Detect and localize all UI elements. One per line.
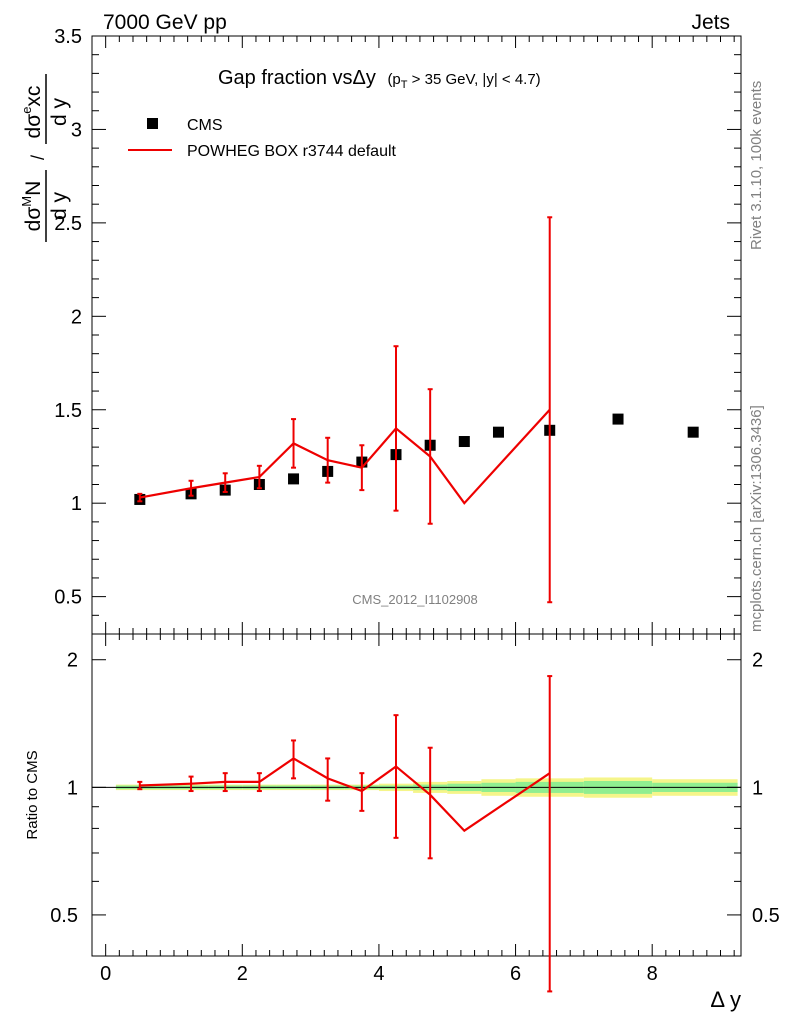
powheg-line: [139, 409, 551, 505]
cms-data-point: [492, 426, 504, 438]
y-tick-label: 2.5: [54, 213, 82, 235]
svg-text:d y: d y: [48, 191, 71, 220]
axis-ticks: 0 2 4 6 8 0.5 1 1.5 2 2.5 3 3.5 0.5 1 2 0.5 1 2: [50, 26, 780, 985]
legend-cms-label: CMS: [187, 117, 223, 134]
cms-data-point: [458, 436, 470, 448]
ratio-y-tick-label: 2: [67, 650, 78, 672]
ratio-y-tick-label-right: 0.5: [752, 905, 780, 927]
x-tick-label: 6: [510, 963, 521, 985]
svg-text:/: /: [28, 155, 48, 160]
ratio-y-axis-label: Ratio to CMS: [24, 750, 41, 839]
ratio-y-tick-label: 0.5: [50, 905, 78, 927]
mcplots-citation-label: mcplots.cern.ch [arXiv:1306.3436]: [748, 405, 765, 632]
x-axis-label: Δ y: [710, 987, 741, 1012]
y-tick-label: 1.5: [54, 400, 82, 422]
plot-title: Gap fraction vsΔy (pT > 35 GeV, |y| < 4.…: [218, 67, 541, 91]
x-tick-label: 4: [373, 963, 384, 985]
y-tick-label: 1: [71, 493, 82, 515]
cms-data-point: [612, 413, 624, 425]
legend-cms-marker: [147, 118, 158, 129]
rivet-version-label: Rivet 3.1.10, 100k events: [748, 81, 765, 250]
ratio-y-tick-label-right: 2: [752, 650, 763, 672]
analysis-watermark: CMS_2012_I1102908: [352, 592, 478, 607]
ratio-plot-data: [137, 675, 553, 993]
y-tick-label: 3: [71, 119, 82, 141]
x-tick-label: 2: [237, 963, 248, 985]
x-tick-label: 8: [647, 963, 658, 985]
ratio-y-tick-label: 1: [67, 777, 78, 799]
cms-data-point: [288, 473, 300, 485]
legend-powheg-label: POWHEG BOX r3744 default: [187, 143, 397, 160]
y-tick-label: 3.5: [54, 26, 82, 48]
ratio-y-tick-label-right: 1: [752, 777, 763, 799]
svg-text:d y: d y: [48, 97, 71, 126]
ratio-plot-frame: [91, 633, 742, 957]
main-y-axis-label: dσMN d y / dσexc d y: [19, 74, 71, 242]
y-tick-label: 2: [71, 306, 82, 328]
header-energy-label: 7000 GeV pp: [103, 11, 227, 34]
svg-text:dσMN: dσMN: [19, 181, 45, 232]
header-process-label: Jets: [691, 11, 730, 34]
x-tick-label: 0: [100, 963, 111, 985]
cms-data-point: [687, 426, 699, 438]
svg-text:dσexc: dσexc: [19, 86, 45, 139]
y-tick-label: 0.5: [54, 587, 82, 609]
main-plot-data: [134, 216, 699, 604]
ratio-uncertainty-band: [92, 777, 741, 798]
